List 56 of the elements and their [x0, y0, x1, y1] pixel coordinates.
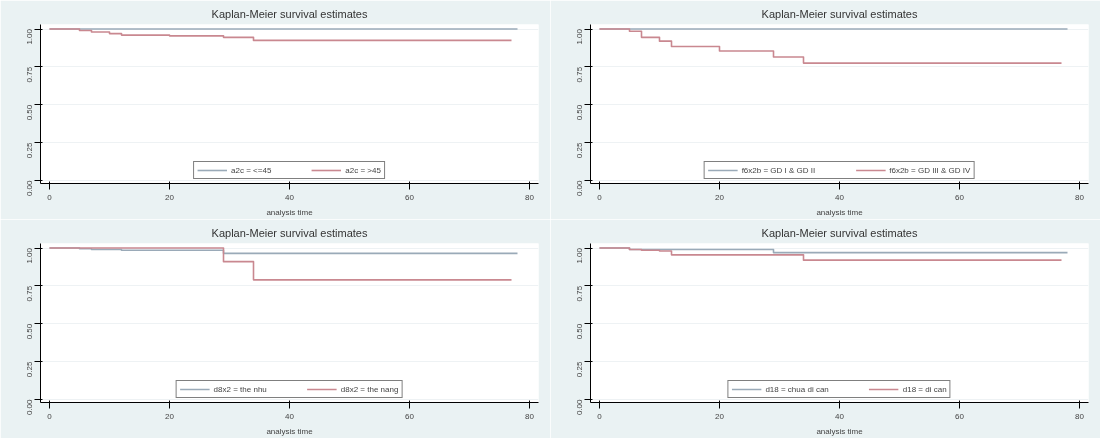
x-tick-label: 20: [165, 192, 175, 202]
chart-title: Kaplan-Meier survival estimates: [211, 226, 368, 239]
x-tick-label: 0: [597, 411, 603, 421]
y-tick-label: 0.50: [575, 323, 584, 340]
x-tick-label: 60: [405, 192, 415, 202]
y-tick-label: 0.50: [25, 323, 34, 340]
legend-label: d8x2 = the nhu: [213, 384, 267, 394]
y-tick-label: 1.00: [575, 247, 584, 264]
y-tick-label: 0.75: [25, 66, 34, 83]
y-tick-label: 0.25: [575, 361, 584, 378]
legend-label: d18 = di can: [902, 384, 947, 394]
y-tick-label: 0.00: [25, 398, 34, 416]
x-tick-label: 20: [715, 411, 725, 421]
y-tick-label: 0.75: [25, 285, 34, 302]
legend-label: d8x2 = the nang: [340, 384, 399, 394]
x-tick-label: 60: [405, 411, 415, 421]
y-tick-label: 1.00: [25, 247, 34, 264]
y-tick-label: 0.00: [25, 179, 34, 197]
y-tick-label: 0.50: [575, 104, 584, 121]
x-tick-label: 80: [525, 192, 535, 202]
legend-label: f6x2b = GD I & GD II: [741, 165, 816, 175]
legend-label: a2c = >45: [345, 165, 381, 175]
y-tick-label: 0.50: [25, 104, 34, 121]
legend-label: f6x2b = GD III & GD IV: [889, 165, 971, 175]
x-tick-label: 40: [285, 411, 295, 421]
x-tick-label: 40: [835, 411, 845, 421]
y-tick-label: 0.25: [25, 361, 34, 378]
x-tick-label: 60: [955, 411, 965, 421]
x-tick-label: 80: [1075, 192, 1085, 202]
y-tick-label: 0.25: [25, 142, 34, 159]
chart-title: Kaplan-Meier survival estimates: [761, 226, 918, 239]
chart-title: Kaplan-Meier survival estimates: [211, 7, 368, 20]
x-tick-label: 0: [597, 192, 603, 202]
y-tick-label: 0.00: [575, 179, 584, 197]
x-tick-label: 20: [165, 411, 175, 421]
y-tick-label: 1.00: [25, 28, 34, 45]
x-axis-title: analysis time: [816, 426, 864, 436]
y-tick-label: 0.75: [575, 66, 584, 83]
x-tick-label: 0: [47, 411, 53, 421]
x-tick-label: 80: [525, 411, 535, 421]
chart-title: Kaplan-Meier survival estimates: [761, 7, 918, 20]
x-axis-title: analysis time: [266, 207, 314, 217]
x-axis-title: analysis time: [266, 426, 314, 436]
x-tick-label: 20: [715, 192, 725, 202]
y-tick-label: 0.75: [575, 285, 584, 302]
x-tick-label: 40: [285, 192, 295, 202]
x-tick-label: 40: [835, 192, 845, 202]
x-tick-label: 0: [47, 192, 53, 202]
legend-label: d18 = chua di can: [765, 384, 829, 394]
x-tick-label: 60: [955, 192, 965, 202]
y-tick-label: 0.25: [575, 142, 584, 159]
x-axis-title: analysis time: [816, 207, 864, 217]
legend-label: a2c = <=45: [231, 165, 272, 175]
y-tick-label: 1.00: [575, 28, 584, 45]
x-tick-label: 80: [1075, 411, 1085, 421]
y-tick-label: 0.00: [575, 398, 584, 416]
